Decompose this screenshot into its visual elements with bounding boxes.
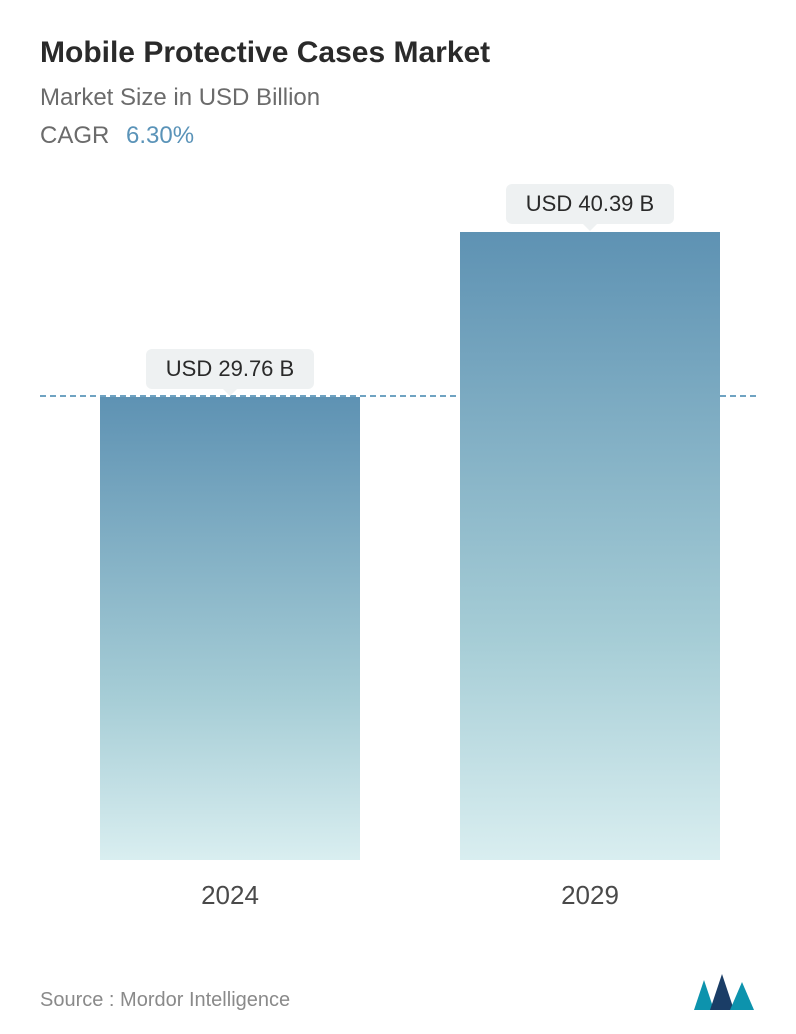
bar-group-2024: USD 29.76 B: [100, 349, 360, 860]
bar-2029: [460, 232, 720, 860]
chart-title: Mobile Protective Cases Market: [40, 36, 756, 70]
cagr-value: 6.30%: [126, 122, 194, 149]
x-axis-labels: 2024 2029: [40, 872, 756, 916]
cagr-label: CAGR: [40, 122, 109, 149]
chart-subtitle: Market Size in USD Billion: [40, 84, 756, 112]
mordor-logo-icon: [692, 972, 756, 1012]
bar-group-2029: USD 40.39 B: [460, 184, 720, 860]
footer: Source : Mordor Intelligence: [40, 972, 756, 1012]
value-label-2024: USD 29.76 B: [146, 349, 314, 389]
cagr-row: CAGR 6.30%: [40, 122, 756, 150]
x-label-2029: 2029: [460, 880, 720, 911]
value-label-2029: USD 40.39 B: [506, 184, 674, 224]
bar-2024: [100, 397, 360, 860]
chart-area: USD 29.76 B USD 40.39 B: [40, 180, 756, 860]
source-attribution: Source : Mordor Intelligence: [40, 989, 290, 1012]
x-label-2024: 2024: [100, 880, 360, 911]
